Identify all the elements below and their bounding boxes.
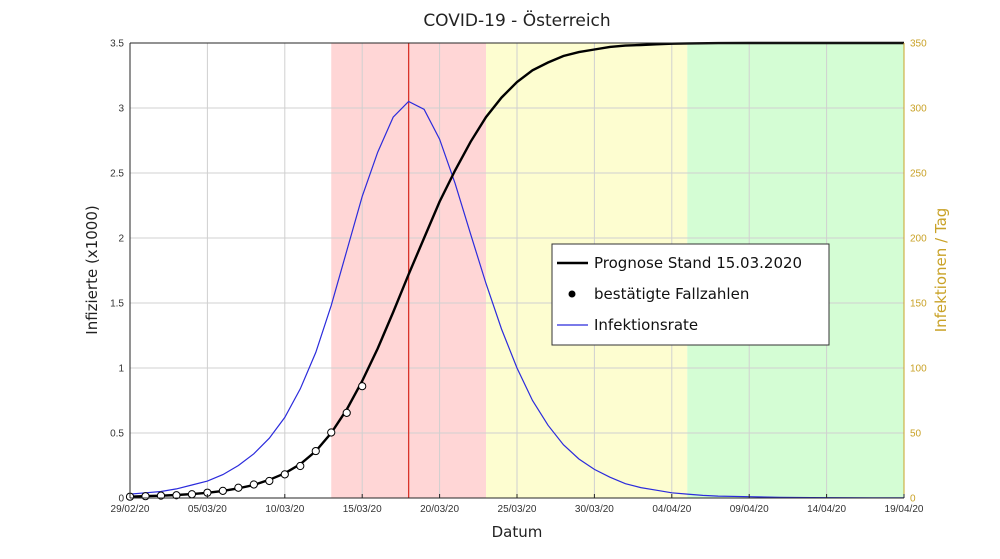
legend-box	[551, 243, 830, 346]
y-tick-label: 1.5	[110, 299, 124, 310]
legend-label-fallzahlen: bestätigte Fallzahlen	[594, 285, 749, 303]
y2-tick-label: 150	[910, 299, 927, 310]
y-tick-label: 1	[118, 364, 124, 375]
x-tick-label: 05/03/20	[188, 504, 227, 515]
y-tick-label: 3.5	[110, 39, 124, 50]
y2-axis-title: Infektionen / Tag	[932, 208, 950, 333]
series-fallzahlen-point	[265, 476, 274, 486]
x-tick-label: 10/03/20	[265, 504, 304, 515]
y-tick-label: 0	[118, 494, 124, 505]
x-tick-label: 19/04/20	[885, 504, 924, 515]
y-tick-label: 2	[118, 234, 124, 245]
series-fallzahlen-point	[342, 408, 351, 417]
series-fallzahlen-point	[327, 428, 336, 437]
x-tick-label: 14/04/20	[807, 504, 846, 515]
x-tick-label: 15/03/20	[343, 504, 382, 515]
series-infektionsrate-line	[129, 100, 904, 499]
series-fallzahlen-point	[358, 382, 367, 391]
y2-tick-label: 200	[910, 234, 927, 245]
legend-swatch-fallzahlen	[568, 290, 576, 298]
series-fallzahlen-point	[296, 461, 305, 471]
x-tick-label: 25/03/20	[498, 504, 537, 515]
y-tick-label: 3	[118, 104, 124, 115]
series-fallzahlen-point	[234, 483, 243, 492]
y2-tick-label: 300	[910, 104, 927, 115]
y-axis-title: Infizierte (x1000)	[83, 205, 101, 334]
x-axis-title: Datum	[492, 523, 543, 541]
x-tick-label: 30/03/20	[575, 504, 614, 515]
y2-tick-label: 350	[910, 39, 927, 50]
y2-tick-label: 50	[910, 429, 922, 440]
series-fallzahlen-point	[187, 490, 197, 499]
x-tick-label: 04/04/20	[652, 504, 691, 515]
series-fallzahlen-point	[311, 446, 320, 456]
series-fallzahlen-point	[172, 491, 181, 500]
series-fallzahlen-point	[249, 480, 258, 489]
x-tick-label: 29/02/20	[111, 504, 150, 515]
tick-labels: 29/02/20 05/03/20 10/03/20 15/03/20 20/03/20…	[110, 39, 927, 516]
legend: Prognose Stand 15.03.2020 bestätigte Fal…	[551, 243, 830, 346]
x-tick-label: 20/03/20	[420, 504, 459, 515]
series-fallzahlen-point	[141, 492, 150, 501]
y-tick-label: 2.5	[110, 169, 124, 180]
series-fallzahlen-point	[280, 470, 289, 479]
series-fallzahlen-point	[156, 491, 166, 500]
y2-tick-label: 100	[910, 364, 927, 375]
y-tick-label: 0.5	[110, 429, 124, 440]
y2-tick-label: 0	[910, 494, 916, 505]
chart-title: COVID-19 - Österreich	[423, 9, 610, 31]
x-tick-label: 09/04/20	[730, 504, 769, 515]
y2-tick-label: 250	[910, 169, 927, 180]
series-fallzahlen-point	[218, 486, 227, 495]
legend-label-infektionsrate: Infektionsrate	[594, 316, 698, 334]
legend-label-prognose: Prognose Stand 15.03.2020	[594, 254, 802, 272]
